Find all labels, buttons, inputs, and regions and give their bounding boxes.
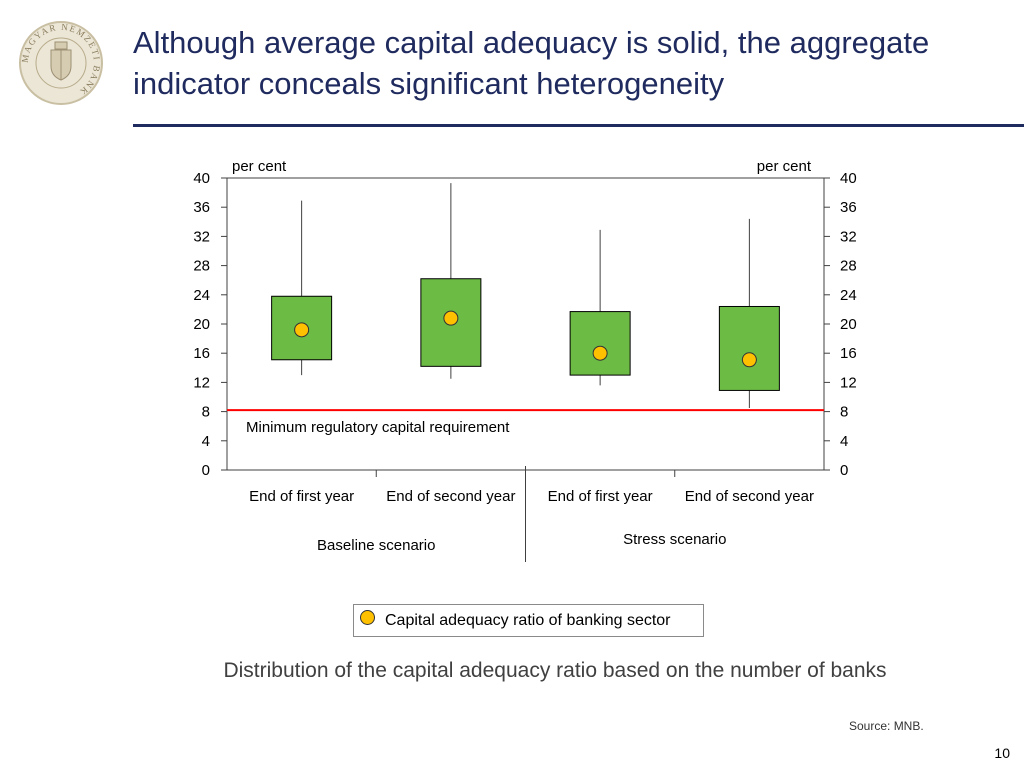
y-tick-label-left: 24	[193, 287, 210, 304]
title-divider	[133, 124, 1024, 127]
y-tick-label-right: 36	[840, 199, 857, 216]
box-iqr	[569, 311, 631, 376]
y-tick-label-right: 40	[840, 170, 857, 187]
page-title: Although average capital adequacy is sol…	[133, 25, 930, 101]
y-tick-label-right: 24	[840, 287, 857, 304]
y-tick-label-left: 12	[193, 374, 210, 391]
box-iqr	[718, 305, 780, 391]
capital-adequacy-point	[443, 310, 459, 326]
capital-adequacy-point	[741, 352, 757, 368]
minimum-requirement-label: Minimum regulatory capital requirement	[246, 419, 510, 436]
y-tick-label-left: 0	[202, 462, 210, 479]
legend-marker	[360, 610, 375, 625]
y-tick-label-right: 12	[840, 374, 857, 391]
x-category-label: End of first year	[548, 488, 653, 505]
x-category-label: End of first year	[249, 488, 354, 505]
y-tick-label-right: 0	[840, 462, 848, 479]
box-iqr	[420, 278, 482, 367]
y-tick-label-left: 8	[202, 404, 210, 421]
legend-label: Capital adequacy ratio of banking sector	[385, 611, 671, 629]
y-tick-label-left: 32	[193, 228, 210, 245]
capital-adequacy-point	[592, 345, 608, 361]
y-tick-label-right: 32	[840, 228, 857, 245]
y-tick-label-left: 36	[193, 199, 210, 216]
y-tick-label-left: 16	[193, 345, 210, 362]
y-tick-label-right: 16	[840, 345, 857, 362]
y-tick-label-right: 28	[840, 258, 857, 275]
scenario-label: Baseline scenario	[317, 537, 435, 554]
y-axis-unit-left: per cent	[232, 158, 287, 175]
y-tick-label-right: 4	[840, 433, 848, 450]
y-tick-label-right: 20	[840, 316, 857, 333]
box-plot-chart: 0 0 4 4 8 8 12 12 16 16 20 20 24 24 28 28 32 32 36 36 40 40 pe…	[193, 158, 857, 562]
mnb-logo: MAGYAR NEMZETI BANK	[18, 20, 104, 106]
chart-legend: Capital adequacy ratio of banking sector	[353, 604, 704, 637]
y-tick-label-left: 40	[193, 170, 210, 187]
y-tick-label-right: 8	[840, 404, 848, 421]
page-number: 10	[994, 745, 1010, 761]
chart-caption: Distribution of the capital adequacy rat…	[223, 659, 887, 682]
y-tick-label-left: 4	[202, 433, 210, 450]
capital-adequacy-point	[294, 322, 310, 338]
y-axis-unit-right: per cent	[757, 158, 812, 175]
x-category-label: End of second year	[386, 488, 515, 505]
scenario-label: Stress scenario	[623, 531, 726, 548]
y-tick-label-left: 20	[193, 316, 210, 333]
x-category-label: End of second year	[685, 488, 814, 505]
source-note: Source: MNB.	[849, 719, 924, 733]
y-tick-label-left: 28	[193, 258, 210, 275]
